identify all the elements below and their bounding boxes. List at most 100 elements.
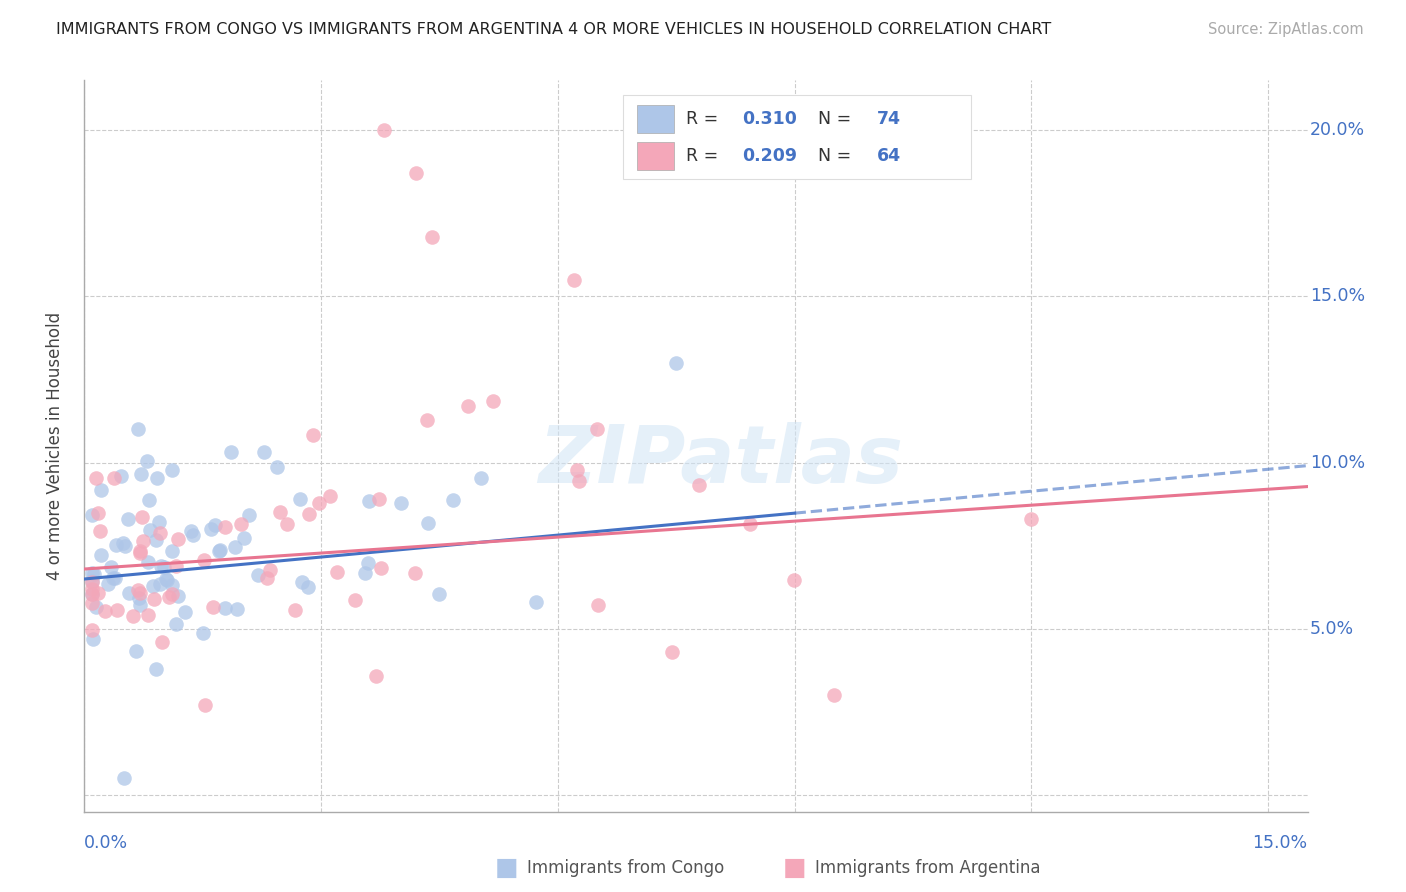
Point [84,599,107,614]
Point [105,538,128,552]
Point [87,506,110,520]
Text: 20.0%: 20.0% [1310,121,1365,139]
Point [370,561,392,575]
Point [269,505,291,519]
Point [167,532,190,546]
Point [82,632,104,646]
Point [155,572,177,586]
Point [568,474,591,488]
Point [219,445,242,459]
Point [131,509,153,524]
Point [368,492,391,507]
Point [665,356,688,370]
Point [100,560,122,574]
Point [457,399,479,413]
Point [200,522,222,536]
Point [233,531,256,545]
Point [246,567,269,582]
Point [193,553,215,567]
Point [160,543,183,558]
Point [82,574,104,588]
Point [326,565,349,579]
Point [562,273,585,287]
Point [138,493,160,508]
Point [194,698,217,713]
Point [738,516,761,531]
Point [252,445,274,459]
FancyBboxPatch shape [637,105,673,133]
Point [357,494,380,508]
Point [302,428,325,442]
Point [160,463,183,477]
Point [297,580,319,594]
Point [225,602,247,616]
Point [82,508,104,522]
Point [420,229,443,244]
Point [128,544,150,558]
Point [256,571,278,585]
Point [145,533,167,547]
Point [427,587,450,601]
Point [94,604,117,618]
Point [416,516,439,530]
Point [149,577,172,591]
Point [224,540,246,554]
Point [90,483,112,497]
Point [117,511,139,525]
Point [231,516,253,531]
Point [97,577,120,591]
Point [165,617,187,632]
Point [167,590,190,604]
Point [259,563,281,577]
Point [291,574,314,589]
Point [823,689,845,703]
Point [84,471,107,485]
Text: 0.209: 0.209 [742,147,797,165]
Point [353,566,375,580]
Point [319,489,342,503]
Point [567,463,589,477]
Point [128,598,150,612]
Point [105,603,128,617]
Point [138,608,160,623]
Point [373,123,395,137]
Point [586,422,609,436]
Text: 0.310: 0.310 [742,110,797,128]
Point [82,587,104,601]
Point [127,422,149,436]
Point [82,575,104,590]
Point [688,478,710,492]
Point [153,559,176,574]
Point [104,571,127,585]
Point [214,600,236,615]
Point [118,586,141,600]
Point [661,645,683,659]
Point [266,459,288,474]
Point [181,528,204,542]
Point [82,587,104,601]
Point [149,526,172,541]
Point [111,536,134,550]
Point [238,508,260,522]
Point [298,508,321,522]
Text: ZIPatlas: ZIPatlas [538,422,903,500]
Point [208,544,231,558]
Text: 0.0%: 0.0% [84,834,128,852]
Point [127,582,149,597]
Y-axis label: 4 or more Vehicles in Household: 4 or more Vehicles in Household [45,312,63,580]
Point [86,586,108,600]
Point [1021,512,1043,526]
Point [145,662,167,676]
Point [204,518,226,533]
Text: R =: R = [686,110,724,128]
Text: 64: 64 [877,147,901,165]
Point [83,567,105,582]
Point [90,548,112,562]
Point [82,566,104,580]
FancyBboxPatch shape [623,95,972,179]
Point [481,394,503,409]
Point [344,593,367,607]
Point [125,644,148,658]
Point [128,591,150,606]
Point [284,603,307,617]
